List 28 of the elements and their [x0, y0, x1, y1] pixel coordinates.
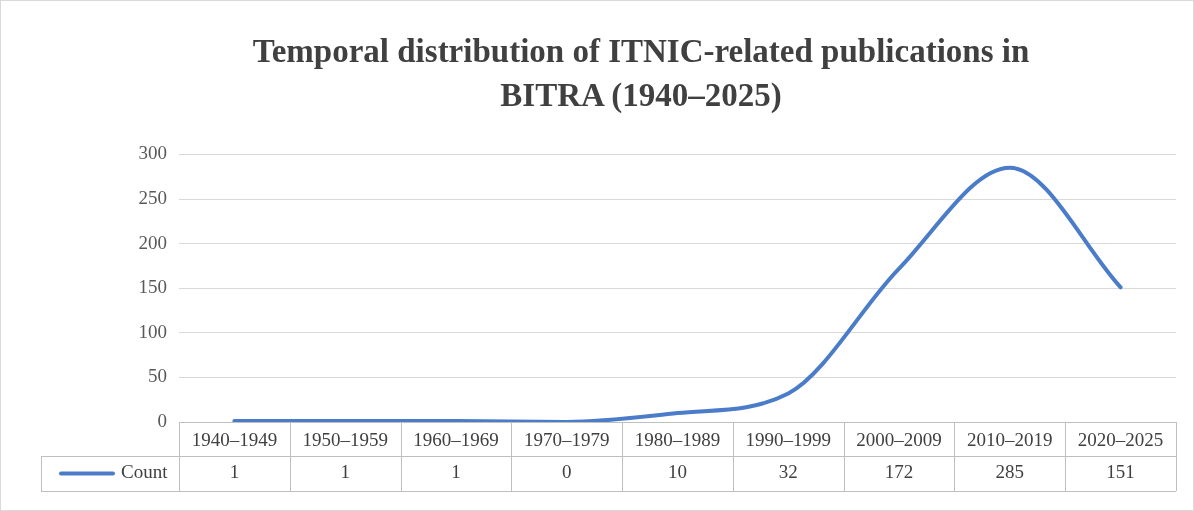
x-tick-label: 1940–1949 [191, 429, 278, 451]
x-tick-label: 1990–1999 [745, 429, 832, 451]
data-label: 151 [1106, 461, 1135, 483]
x-tick-label: 2010–2019 [967, 429, 1053, 451]
x-tick-label: 2020–2025 [1077, 429, 1164, 451]
y-tick-label: 100 [138, 320, 167, 342]
data-label: 10 [668, 461, 687, 483]
x-tick-label: 1960–1969 [413, 429, 499, 451]
x-tick-label: 2000–2009 [856, 429, 942, 451]
line-series [232, 165, 1123, 422]
x-tick-label: 1980–1989 [634, 429, 721, 451]
x-tick-label: 1950–1959 [302, 429, 388, 451]
x-tick-label: 1970–1979 [523, 429, 610, 451]
chart-title: Temporal distribution of ITNIC-related publications in BITRA (1940–2025) [251, 32, 1031, 115]
data-label: 32 [778, 461, 798, 483]
data-label: 1 [340, 461, 350, 483]
data-label: 1 [451, 461, 461, 483]
data-label: 0 [561, 461, 572, 483]
y-tick-label: 250 [138, 186, 167, 208]
data-label: 1 [229, 461, 240, 483]
y-tick-label: 150 [138, 276, 167, 298]
y-tick-label: 300 [138, 142, 167, 164]
data-label: 285 [995, 461, 1025, 483]
data-label: 172 [884, 461, 914, 483]
legend-label: Count [121, 461, 169, 483]
y-tick-label: 0 [157, 409, 167, 431]
y-tick-label: 50 [148, 365, 167, 387]
y-tick-label: 200 [138, 231, 167, 253]
